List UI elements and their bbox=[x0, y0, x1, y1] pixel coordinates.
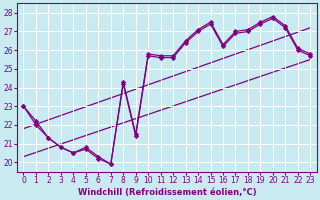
X-axis label: Windchill (Refroidissement éolien,°C): Windchill (Refroidissement éolien,°C) bbox=[77, 188, 256, 197]
